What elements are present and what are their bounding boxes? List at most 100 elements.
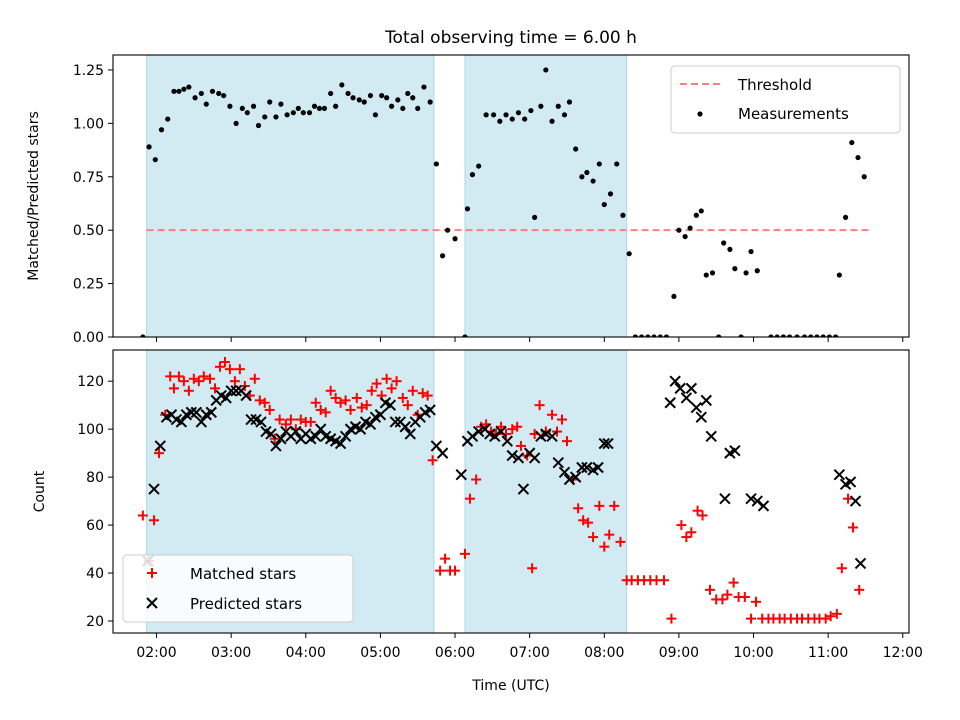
measurement-point [754, 268, 760, 274]
predicted-star-point [833, 469, 846, 481]
measurement-point [626, 251, 632, 257]
predicted-star-point [546, 430, 558, 443]
marker-stroke [512, 452, 525, 464]
matched-star-point [168, 383, 179, 394]
legend-label: Measurements [738, 105, 849, 123]
measurement-point [379, 92, 385, 99]
measurement-point [427, 99, 433, 105]
measurement-point [311, 103, 318, 109]
matched-star-point [366, 385, 377, 396]
measurement-point [651, 334, 657, 337]
marker-stroke [436, 447, 449, 459]
marker-stroke [225, 385, 237, 397]
matched-star-point [345, 404, 356, 415]
measurement-point [614, 161, 620, 167]
measurement-point [284, 112, 290, 118]
top-panel: 0.00 0.25 0.50 0.75 1.00 1.25 Matched/Predicte… [26, 54, 910, 346]
matched-star-point [666, 613, 677, 624]
predicted-star-point [512, 452, 525, 464]
x-tick-label: 02:00 [136, 645, 176, 661]
predicted-star-point [148, 483, 160, 495]
predicted-star-point [240, 389, 252, 402]
y-axis-label: Matched/Predicted stars [26, 111, 42, 281]
marker-stroke [270, 440, 282, 452]
marker-stroke [563, 473, 576, 486]
measurement-point [490, 112, 497, 118]
predicted-star-point [424, 404, 436, 416]
measurement-point [158, 127, 165, 133]
measurement-point [584, 169, 590, 176]
measurement-point [239, 105, 245, 112]
matched-star-point [658, 575, 669, 586]
matched-star-point [361, 400, 372, 411]
measurement-point [826, 334, 832, 337]
measurement-point [278, 101, 284, 107]
marker-stroke [185, 406, 198, 419]
measurement-point [515, 110, 522, 116]
matched-star-point [820, 613, 831, 624]
marker-stroke [349, 421, 362, 433]
measurement-point [395, 97, 401, 103]
matched-star-point [739, 592, 750, 603]
matched-star-point [615, 536, 626, 547]
measurement-point [146, 144, 152, 150]
observing-window-shade [146, 55, 435, 337]
predicted-star-point [190, 406, 203, 419]
matched-star-point [848, 522, 859, 533]
y-tick-label: 1.25 [73, 63, 104, 79]
predicted-star-point [563, 473, 576, 486]
matched-star-point [193, 376, 204, 387]
y-tick-label: 1.00 [73, 116, 104, 132]
predicted-star-point [602, 437, 614, 450]
measurement-point [687, 225, 693, 231]
measurement-point [743, 270, 749, 276]
predicted-star-point [751, 495, 763, 507]
predicted-star-point [314, 423, 327, 435]
marker-stroke [664, 397, 676, 409]
predicted-star-point [528, 452, 541, 464]
measurement-point [709, 270, 716, 276]
measurement-point [367, 92, 374, 99]
measurement-point [216, 90, 222, 97]
measurement-point [328, 90, 334, 97]
marker-stroke [399, 421, 411, 433]
marker-stroke [506, 449, 518, 462]
marker-stroke [705, 430, 717, 443]
matched-star-point [728, 577, 739, 588]
predicted-star-point [719, 492, 731, 505]
measurement-point [632, 334, 638, 337]
axes-frame [112, 54, 910, 338]
matched-star-point [137, 510, 148, 521]
marker-stroke [680, 392, 693, 404]
measurement-point [780, 334, 786, 337]
legend-label: Threshold [737, 76, 812, 94]
measurement-point [607, 191, 614, 197]
predicted-star-point [374, 409, 387, 421]
measurement-point [596, 161, 602, 167]
matched-star-point [173, 371, 184, 382]
measurement-point [176, 88, 182, 94]
measurement-point [561, 112, 568, 118]
matched-star-point [391, 376, 402, 387]
marker-stroke [751, 495, 763, 507]
measurement-point [384, 95, 390, 101]
measurement-point [676, 227, 682, 233]
measurement-point [262, 114, 268, 120]
marker-stroke [576, 461, 588, 474]
measurement-point [657, 334, 663, 337]
matched-star-point [435, 565, 446, 576]
marker-stroke [255, 416, 267, 428]
matched-star-point [165, 371, 176, 382]
measurement-point [693, 212, 699, 218]
y-tick-label: 20 [86, 614, 104, 630]
measurement-point [808, 334, 814, 337]
measurement-point [209, 88, 216, 94]
matched-star-point [512, 421, 523, 432]
matched-star-point [381, 373, 392, 384]
marker-stroke [844, 476, 857, 488]
marker-stroke [170, 413, 183, 426]
matched-star-point [183, 385, 194, 396]
x-tick-label: 08:00 [584, 645, 624, 661]
x-axis-label: Time (UTC) [471, 678, 549, 694]
